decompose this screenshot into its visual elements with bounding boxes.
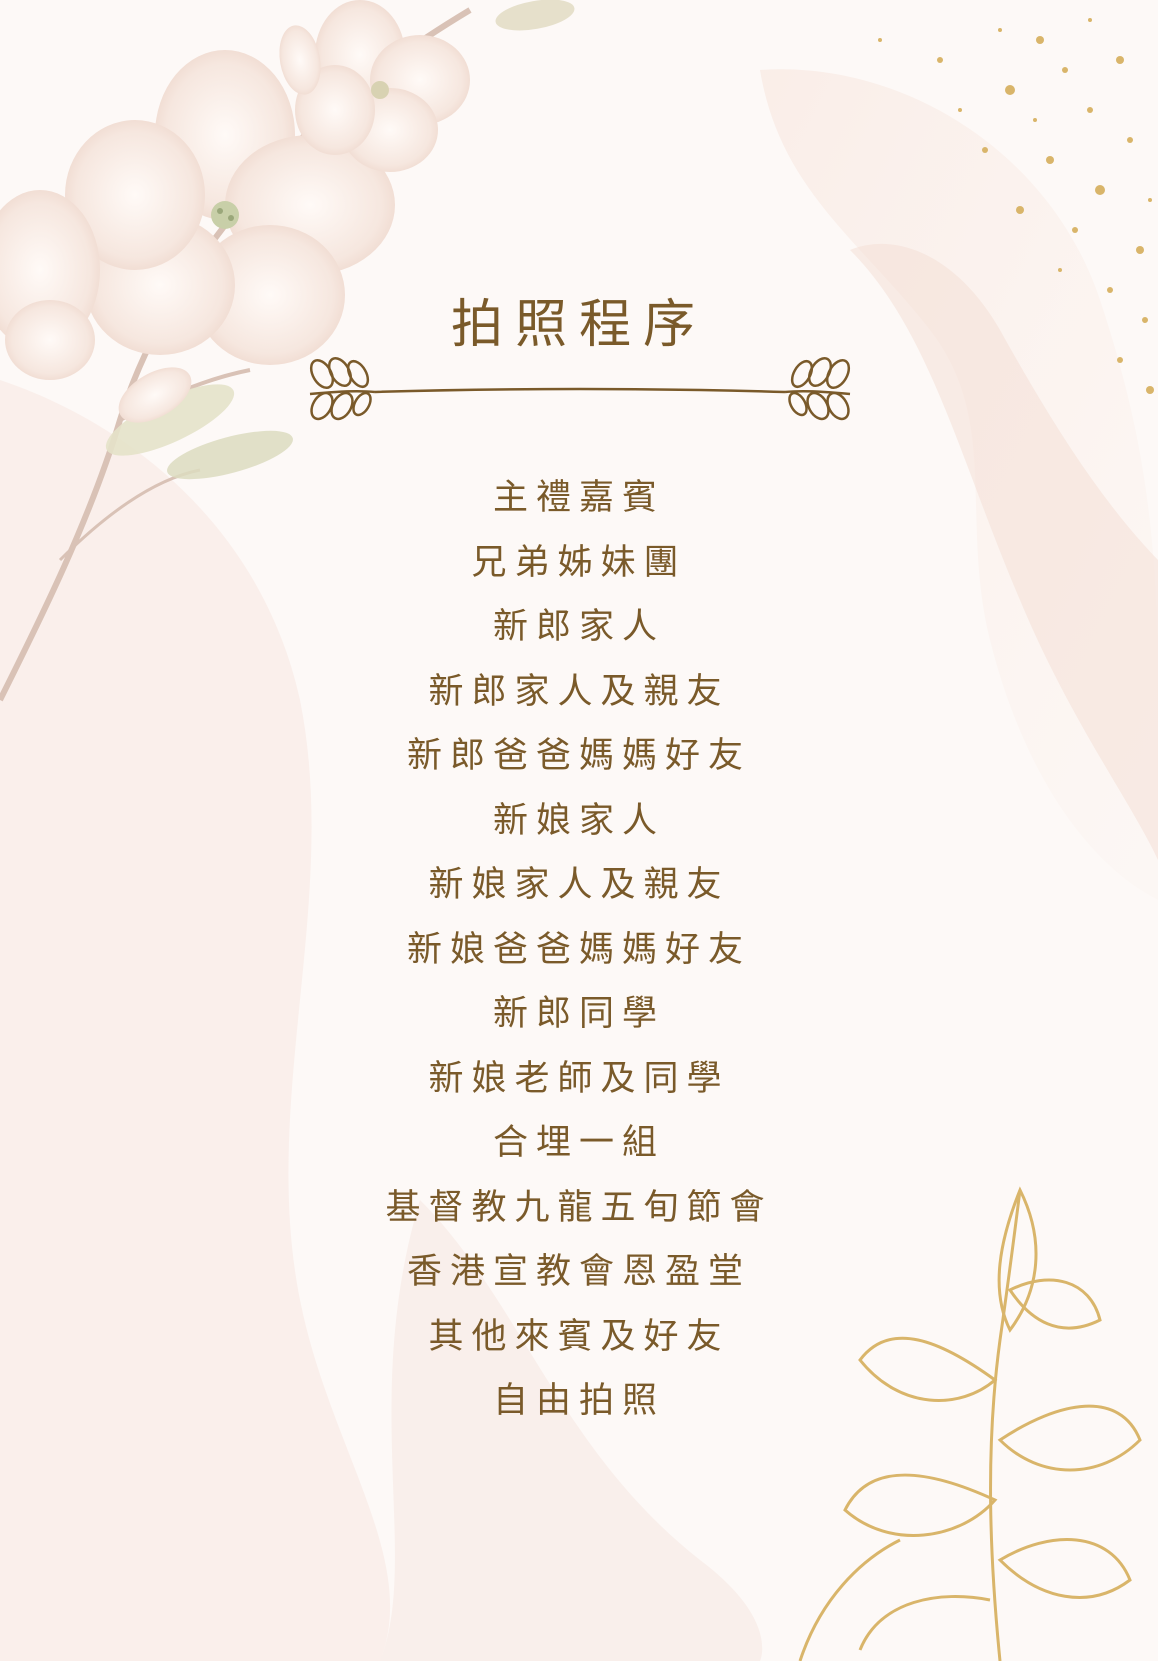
laurel-divider [309, 357, 851, 421]
gold-leaf-sprig [798, 1186, 1142, 1661]
list-item: 新娘爸爸媽媽好友 [406, 929, 751, 970]
blossom-branch [0, 0, 575, 702]
list-item: 新郎家人及親友 [428, 671, 730, 712]
watercolor-wash [0, 69, 1158, 1661]
list-item: 自由拍照 [492, 1381, 665, 1421]
right-laurel-icon [784, 357, 851, 421]
list-item: 合埋一組 [492, 1123, 665, 1163]
page-title: 拍照程序 [450, 295, 707, 355]
list-item: 香港宣教會恩盈堂 [406, 1252, 751, 1292]
list-item: 新郎同學 [492, 994, 665, 1034]
list-item: 主禮嘉賓 [492, 478, 665, 518]
list-item: 基督教九龍五旬節會 [385, 1187, 773, 1228]
list-item: 新郎家人 [492, 607, 665, 647]
list-item: 新娘家人及親友 [428, 865, 730, 905]
gold-glitter [878, 18, 1154, 394]
photo-order-list: 主禮嘉賓 兄弟姊妹團 新郎家人 新郎家人及親友 新郎爸爸媽媽好友 新娘家人 新娘… [0, 466, 1158, 1434]
list-item: 新郎爸爸媽媽好友 [406, 736, 751, 776]
list-item: 新娘家人 [492, 800, 665, 841]
list-item: 兄弟姊妹團 [471, 542, 687, 583]
list-item: 新娘老師及同學 [428, 1058, 730, 1099]
list-item: 其他來賓及好友 [428, 1316, 730, 1357]
left-laurel-icon [309, 357, 376, 421]
